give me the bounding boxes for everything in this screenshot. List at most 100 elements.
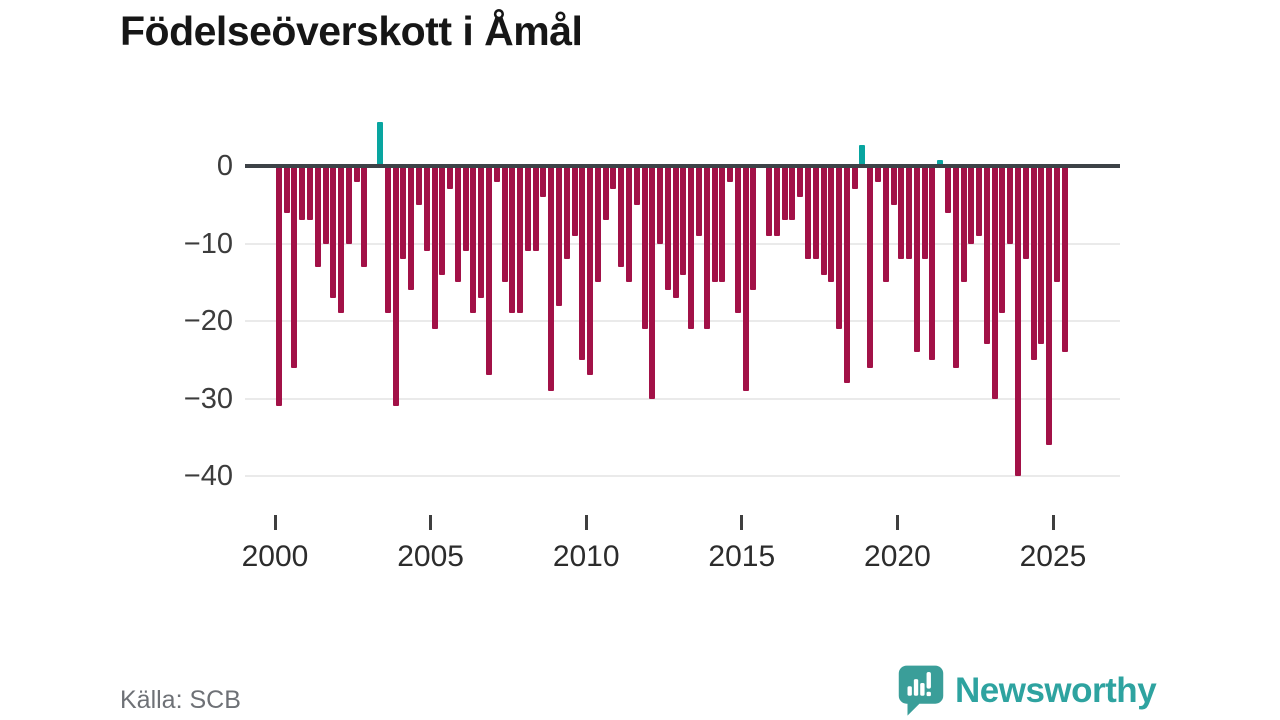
bar-2010-q4: [610, 168, 617, 190]
bar-2025-q2: [1061, 168, 1068, 352]
x-axis-tick-2010: [584, 515, 588, 530]
bar-2013-q1: [680, 168, 687, 275]
bar-2022-q2: [968, 168, 975, 244]
bar-2009-q3: [571, 168, 578, 236]
newsworthy-logo: Newsworthy: [897, 664, 1157, 718]
bar-2017-q2: [812, 168, 819, 259]
bar-2017-q1: [804, 168, 811, 259]
bar-2009-q4: [579, 168, 586, 360]
x-axis-tick-2015: [740, 515, 744, 530]
bar-2020-q4: [921, 168, 928, 259]
bar-2023-q1: [991, 168, 998, 399]
bar-2010-q1: [587, 168, 594, 376]
gridline--40: [245, 475, 1120, 477]
bar-2011-q1: [618, 168, 625, 267]
bar-2007-q3: [509, 168, 516, 314]
bar-2013-q4: [703, 168, 710, 329]
bar-2007-q2: [501, 168, 508, 283]
bar-2024-q2: [1030, 168, 1037, 360]
bar-2012-q2: [657, 168, 664, 244]
y-axis-label--20: −20: [183, 305, 233, 337]
bar-2004-q1: [400, 168, 407, 259]
newsworthy-wordmark: Newsworthy: [955, 671, 1157, 710]
bar-2005-q2: [439, 168, 446, 275]
bar-2001-q4: [330, 168, 337, 298]
bar-2006-q4: [485, 168, 492, 376]
bar-2018-q3: [851, 168, 858, 190]
bar-2024-q3: [1038, 168, 1045, 345]
bar-2001-q3: [322, 168, 329, 244]
zero-axis-line: [245, 164, 1120, 168]
bar-2019-q1: [867, 168, 874, 368]
y-axis-label--30: −30: [183, 382, 233, 415]
bar-2008-q4: [548, 168, 555, 391]
bar-2010-q3: [602, 168, 609, 221]
bar-2004-q3: [415, 168, 422, 205]
logo-mini-bar-2: [913, 679, 919, 696]
bar-2021-q2: [937, 160, 944, 166]
bar-2013-q2: [688, 168, 695, 329]
logo-exclamation-dot: [926, 691, 931, 697]
bar-2016-q2: [781, 168, 788, 221]
bar-2006-q1: [462, 168, 469, 252]
x-axis-label-2005: 2005: [397, 540, 464, 573]
bar-2014-q3: [727, 168, 734, 182]
bar-2002-q3: [353, 168, 360, 182]
bar-2002-q4: [361, 168, 368, 267]
bar-2012-q4: [672, 168, 679, 298]
x-axis-label-2025: 2025: [1019, 540, 1087, 573]
logo-mini-bar-3: [920, 683, 925, 696]
bar-2023-q4: [1015, 168, 1021, 476]
bar-2011-q4: [641, 168, 648, 329]
bar-2000-q2: [283, 168, 290, 213]
x-axis-label-2000: 2000: [241, 540, 309, 573]
chart-title: Födelseöverskott i Åmål: [120, 8, 583, 54]
bar-2016-q1: [773, 168, 780, 236]
bar-2016-q4: [797, 168, 804, 197]
bar-2025-q1: [1053, 168, 1060, 283]
bar-2022-q1: [960, 168, 967, 283]
bar-2000-q3: [291, 168, 298, 368]
bar-2019-q3: [882, 168, 889, 283]
x-axis-tick-2020: [895, 515, 899, 530]
bar-2021-q3: [944, 168, 951, 213]
bar-2009-q1: [555, 168, 562, 306]
bar-2017-q3: [820, 168, 827, 275]
bar-2015-q2: [750, 168, 757, 290]
logo-mini-bar-1: [907, 686, 912, 696]
x-axis-tick-2025: [1051, 515, 1055, 530]
bar-2019-q2: [874, 168, 881, 182]
bar-2010-q2: [594, 168, 601, 283]
bar-2013-q3: [696, 168, 703, 236]
bar-2011-q2: [626, 168, 632, 283]
bar-2006-q2: [470, 168, 477, 314]
bar-2018-q1: [836, 168, 843, 329]
bar-2004-q4: [423, 168, 430, 252]
bar-2000-q4: [299, 168, 306, 221]
bar-2006-q3: [478, 168, 485, 298]
bar-2023-q2: [999, 168, 1006, 314]
bar-2007-q1: [493, 168, 500, 182]
bar-2015-q4: [766, 168, 773, 236]
bar-2007-q4: [517, 168, 524, 314]
y-axis-label--10: −10: [183, 227, 233, 260]
bar-2020-q3: [913, 168, 920, 352]
bar-2005-q1: [431, 168, 438, 329]
bar-2023-q3: [1007, 168, 1014, 244]
bar-2018-q2: [843, 168, 850, 383]
logo-exclamation-stem: [926, 671, 931, 689]
bar-2022-q3: [976, 168, 983, 236]
bar-2024-q4: [1046, 168, 1053, 445]
bar-2015-q1: [742, 168, 749, 391]
gridline--30: [245, 397, 1120, 400]
bar-2008-q3: [540, 168, 547, 197]
bar-2001-q1: [307, 168, 314, 221]
bar-2008-q1: [524, 168, 531, 252]
bar-2016-q3: [789, 168, 796, 221]
bar-2024-q1: [1022, 168, 1029, 259]
bar-2021-q4: [952, 168, 959, 368]
y-axis-label--40: −40: [183, 460, 233, 492]
bar-2019-q4: [890, 168, 897, 205]
bar-2001-q2: [314, 168, 321, 267]
